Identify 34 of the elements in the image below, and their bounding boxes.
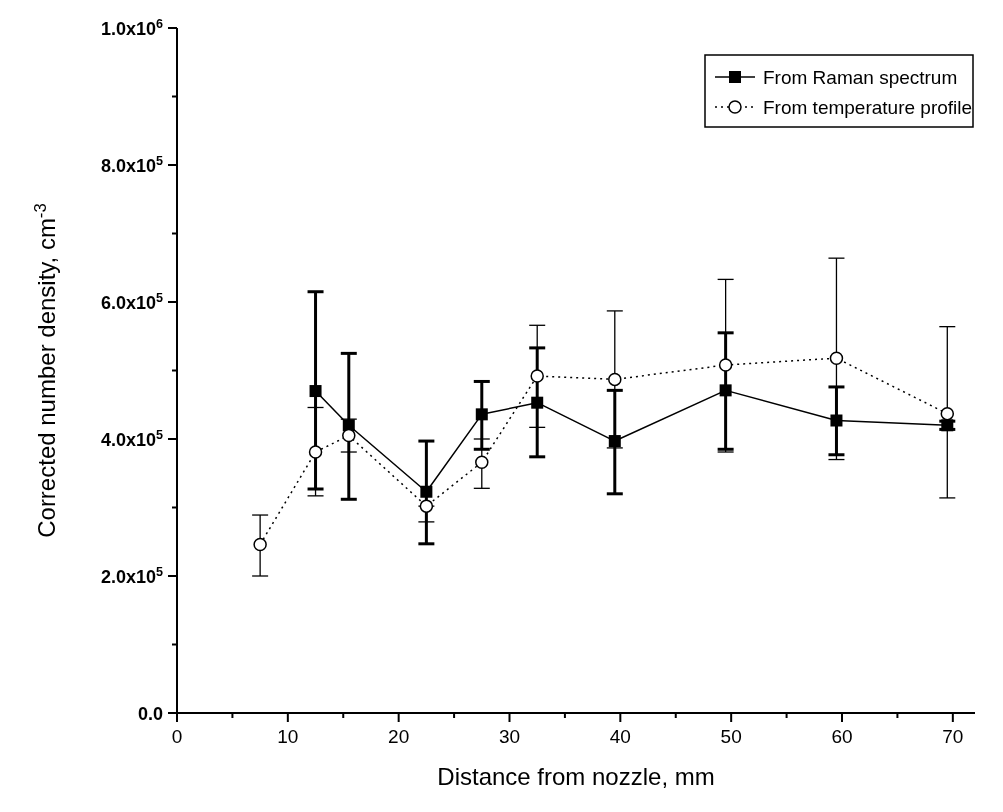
point [940,406,955,421]
x-tick-label: 60 [831,726,853,747]
point [342,428,356,443]
x-tick-label: 70 [942,726,964,747]
point [718,358,733,372]
x-tick-label: 40 [609,726,631,747]
y-tick-label: 4.0x10$^{5}$ [100,428,163,450]
legend-label: From temperature profile [763,97,973,118]
point [475,455,489,470]
y-tick-label: 0.0 [137,704,163,724]
x-tick-label: 50 [720,726,742,747]
legend-label: From Raman spectrum [763,67,958,88]
point [309,385,322,398]
point [253,537,267,552]
point [530,369,544,383]
x-tick-label: 0 [171,726,183,747]
point [419,499,434,513]
x-tick-label: 30 [498,726,521,747]
y-tick-label: 1.0x10$^{6}$ [100,17,163,39]
point [829,351,844,365]
point [608,435,621,448]
point [608,372,622,387]
point [830,414,843,427]
point [531,396,544,409]
x-tick-label: 10 [277,726,299,747]
y-tick-label: 6.0x10$^{5}$ [100,291,163,313]
point [420,485,433,498]
point [308,445,323,459]
x-axis-title: Distance from nozzle, mm [437,763,715,790]
y-tick-label: 8.0x10$^{5}$ [100,154,163,176]
y-tick-label: 2.0x10$^{5}$ [100,565,163,587]
point [719,384,732,397]
point [475,408,488,421]
x-tick-label: 20 [388,726,410,747]
